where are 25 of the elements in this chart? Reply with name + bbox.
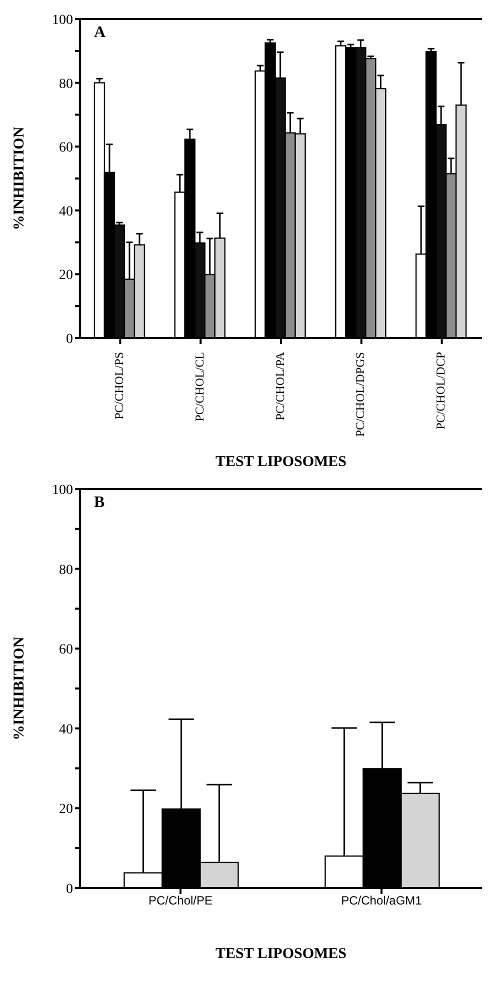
y-tick-label: 0 bbox=[66, 332, 73, 347]
x-tick-label: PC/CHOL/PA bbox=[272, 352, 287, 420]
y-tick-label: 40 bbox=[59, 204, 73, 220]
y-axis-title: %INHIBITION bbox=[11, 126, 28, 230]
y-tick-label: 80 bbox=[59, 562, 73, 578]
x-axis-title: TEST LIPOSOMES bbox=[215, 454, 347, 470]
x-tick-label: PC/CHOL/PS bbox=[112, 352, 126, 420]
x-tick-label: PC/Chol/PE bbox=[148, 894, 213, 908]
y-axis-title: %INHIBITION bbox=[11, 636, 28, 740]
y-tick-label: 20 bbox=[59, 802, 73, 818]
y-tick-label: 60 bbox=[59, 140, 73, 156]
y-tick-label: 20 bbox=[59, 268, 73, 284]
y-tick-label: 60 bbox=[59, 642, 73, 658]
x-tick-label: PC/Chol/aGM1 bbox=[341, 894, 422, 908]
annotation: A bbox=[94, 24, 106, 42]
y-tick-label: 0 bbox=[66, 882, 73, 897]
y-tick-label: 100 bbox=[52, 12, 73, 28]
y-tick-label: 40 bbox=[59, 722, 73, 738]
x-axis-title: TEST LIPOSOMES bbox=[215, 946, 347, 962]
annotation: B bbox=[94, 494, 105, 512]
y-tick-label: 80 bbox=[59, 76, 73, 92]
y-tick-label: 100 bbox=[52, 482, 73, 498]
x-tick-label: PC/CHOL/DPGS bbox=[353, 352, 368, 437]
x-tick-label: PC/CHOL/DCP bbox=[434, 352, 448, 430]
x-tick-label: PC/CHOL/CL bbox=[192, 352, 206, 422]
